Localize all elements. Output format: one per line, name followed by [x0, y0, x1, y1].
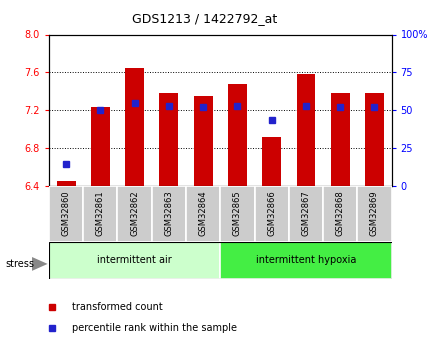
- Bar: [186, 186, 220, 242]
- Bar: [220, 186, 255, 242]
- Bar: [262, 137, 281, 186]
- Bar: [159, 93, 178, 186]
- Bar: [49, 186, 83, 242]
- Text: intermittent air: intermittent air: [97, 256, 172, 265]
- Text: GSM32862: GSM32862: [130, 191, 139, 236]
- Text: transformed count: transformed count: [72, 302, 162, 312]
- Text: GSM32865: GSM32865: [233, 191, 242, 236]
- Bar: [125, 68, 144, 186]
- Text: GDS1213 / 1422792_at: GDS1213 / 1422792_at: [132, 12, 277, 25]
- Bar: [323, 186, 357, 242]
- Text: intermittent hypoxia: intermittent hypoxia: [256, 256, 356, 265]
- Text: GSM32864: GSM32864: [198, 191, 208, 236]
- Bar: [331, 93, 350, 186]
- Bar: [57, 181, 76, 186]
- Text: percentile rank within the sample: percentile rank within the sample: [72, 323, 237, 333]
- Text: GSM32866: GSM32866: [267, 191, 276, 236]
- Bar: [117, 186, 152, 242]
- Bar: [289, 186, 323, 242]
- Bar: [255, 186, 289, 242]
- Bar: [49, 241, 220, 279]
- Text: GSM32869: GSM32869: [370, 191, 379, 236]
- Bar: [228, 84, 247, 186]
- Bar: [365, 93, 384, 186]
- Bar: [296, 74, 316, 186]
- Text: GSM32861: GSM32861: [96, 191, 105, 236]
- Text: GSM32868: GSM32868: [336, 191, 345, 236]
- Bar: [91, 107, 110, 186]
- Bar: [152, 186, 186, 242]
- Text: GSM32860: GSM32860: [61, 191, 71, 236]
- Bar: [194, 96, 213, 186]
- Text: GSM32867: GSM32867: [301, 191, 311, 236]
- Bar: [357, 186, 392, 242]
- Text: stress: stress: [5, 259, 34, 269]
- Text: GSM32863: GSM32863: [164, 191, 174, 236]
- Bar: [220, 241, 392, 279]
- Bar: [83, 186, 117, 242]
- Polygon shape: [32, 257, 48, 271]
